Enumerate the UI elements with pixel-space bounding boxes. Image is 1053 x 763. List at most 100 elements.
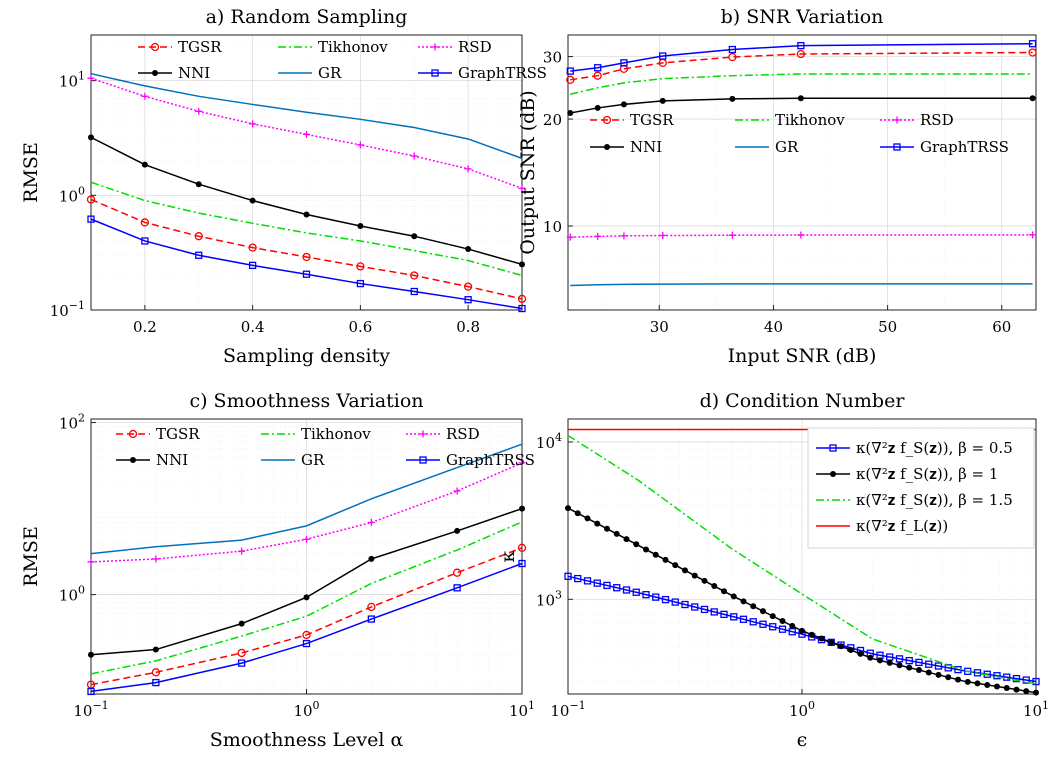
data-point [915,658,923,667]
x-tick-label: 101 [509,699,535,720]
x-tick-label: 100 [789,699,815,720]
data-point [518,459,526,467]
series-2 [566,231,1037,241]
x-tick-label: 60 [992,318,1011,336]
series-line [90,198,523,300]
data-point [925,660,933,668]
data-point [760,608,766,615]
data-point [1022,676,1030,684]
data-point [356,279,365,288]
x-tick-label: 100 [293,699,319,720]
data-point [566,233,574,241]
data-point [895,655,904,663]
data-point [302,639,311,648]
data-point [867,654,874,661]
data-point [367,518,375,526]
legend-marker [604,144,610,150]
series-line [567,434,1037,685]
data-point [659,52,667,60]
legend-marker [829,444,837,452]
data-point [1028,40,1037,48]
y-axis-label: κ [497,550,519,562]
series-1 [570,73,1033,95]
data-point [463,282,473,291]
data-point [643,546,649,553]
data-point [730,593,737,600]
data-point [633,541,640,548]
legend-marker [602,115,612,125]
data-point [1029,95,1036,102]
x-tick-label: 30 [650,318,669,336]
legend-item: κ(∇²𝐳 f_S(𝐳)), β = 1 [816,465,998,483]
series-line [570,51,1033,81]
data-point [974,680,981,687]
data-point [778,625,787,633]
data-point [691,603,699,611]
data-point [367,615,376,623]
data-point [728,231,736,239]
data-point [604,525,610,532]
data-point [248,261,257,270]
data-point [302,252,311,262]
data-point [672,562,679,569]
legend-item: TGSR [116,425,200,443]
data-point [465,246,472,253]
series-line [90,443,523,555]
y-tick-label: 100 [59,584,85,605]
data-point [1032,677,1040,686]
data-point [740,598,747,605]
y-tick-label: 20 [543,111,562,129]
series-line [90,181,523,277]
data-point [464,296,472,304]
data-point [847,647,854,654]
data-point [238,547,246,555]
legend-marker [419,456,427,464]
data-point [925,669,932,676]
data-point [410,287,418,296]
series-3 [88,134,525,268]
data-point [750,603,757,610]
data-point [411,233,418,240]
y-axis-label: RMSE [20,526,42,587]
data-point [519,261,525,268]
data-point [632,588,640,596]
data-point [796,49,806,59]
series-line [90,562,523,693]
legend-label: NNI [156,451,188,469]
legend-marker [893,116,901,124]
legend-item: Tikhonov [261,425,371,443]
data-point [195,107,203,115]
legend-label: RSD [920,111,954,129]
data-point [195,251,203,259]
data-point [152,555,160,563]
series-3 [567,95,1036,117]
series-3 [88,505,525,658]
series-5 [87,215,526,313]
data-point [1033,689,1039,696]
data-point [594,104,601,111]
x-tick-label: 0.2 [133,318,157,336]
y-axis-label: RMSE [20,142,42,203]
legend-marker [431,69,439,77]
data-point [302,630,311,640]
data-point [759,620,767,628]
legend-marker [431,43,439,51]
data-point [620,101,627,108]
data-point [194,232,203,241]
x-axis-label: ϵ [797,729,808,751]
data-point [934,662,943,670]
y-axis-label: Output SNR (dB) [517,90,539,254]
data-point [88,134,94,141]
legend-marker [130,457,136,463]
series-0 [86,195,527,304]
series-2 [87,459,526,566]
data-point [303,535,310,543]
legend-label: NNI [630,138,662,156]
data-point [517,294,527,304]
data-point [993,672,1001,680]
legend-label: GR [301,451,325,469]
data-point [877,657,883,664]
legend-marker [152,70,158,76]
data-point [248,243,257,252]
data-point [652,593,660,601]
